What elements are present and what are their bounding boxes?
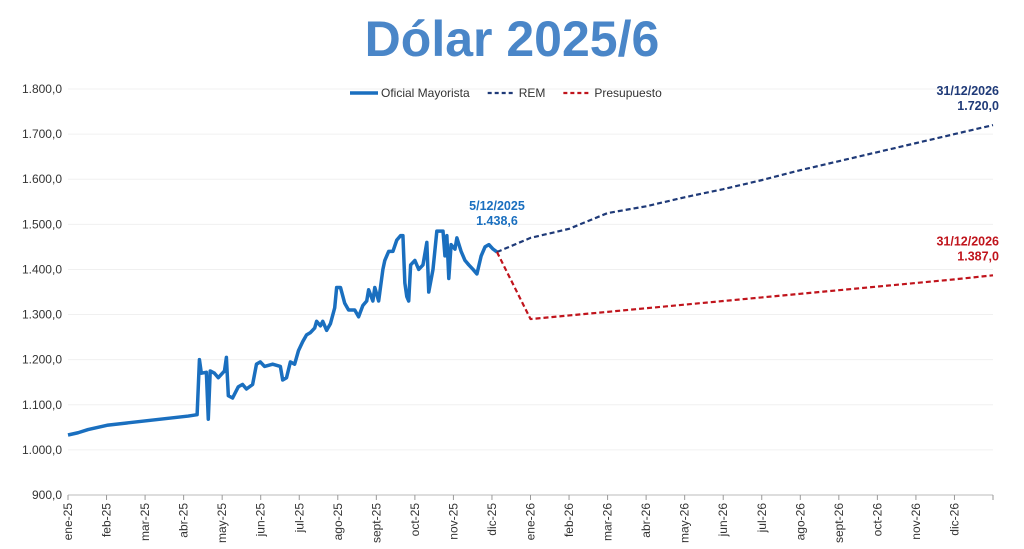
- x-tick-label: nov-25: [446, 503, 460, 540]
- x-tick-label: abr-25: [177, 503, 191, 538]
- end-label: 31/12/2026: [936, 234, 999, 248]
- x-tick-label: may-25: [215, 503, 229, 543]
- y-tick-label: 1.200,0: [22, 353, 62, 367]
- y-tick-label: 1.500,0: [22, 217, 62, 231]
- end-label: 1.720,0: [957, 99, 999, 113]
- legend-label: Presupuesto: [594, 86, 662, 100]
- x-tick-label: jul-25: [292, 503, 306, 534]
- y-tick-label: 1.800,0: [22, 82, 62, 96]
- x-tick-label: oct-26: [870, 503, 884, 537]
- series-line: [495, 251, 994, 321]
- x-tick-label: ene-26: [524, 503, 538, 541]
- x-tick-label: oct-25: [408, 503, 422, 537]
- y-tick-label: 1.300,0: [22, 308, 62, 322]
- series-line: [67, 229, 499, 437]
- legend-label: REM: [519, 86, 546, 100]
- x-tick-label: feb-26: [562, 503, 576, 537]
- x-tick-label: abr-26: [639, 503, 653, 538]
- y-tick-label: 1.400,0: [22, 262, 62, 276]
- y-tick-label: 1.000,0: [22, 443, 62, 457]
- end-label: 1.438,6: [476, 214, 518, 228]
- x-tick-label: ago-25: [331, 503, 345, 541]
- end-label: 5/12/2025: [469, 199, 525, 213]
- series-line: [496, 124, 994, 254]
- x-tick-label: sept-26: [832, 503, 846, 543]
- y-tick-label: 900,0: [32, 488, 62, 502]
- x-tick-label: mar-25: [138, 503, 152, 541]
- y-tick-label: 1.700,0: [22, 127, 62, 141]
- legend-label: Oficial Mayorista: [381, 86, 470, 100]
- x-tick-label: jun-26: [716, 503, 730, 538]
- x-tick-label: sept-25: [369, 503, 383, 543]
- x-tick-label: jun-25: [254, 503, 268, 538]
- x-tick-label: may-26: [678, 503, 692, 543]
- y-tick-label: 1.600,0: [22, 172, 62, 186]
- end-label: 1.387,0: [957, 249, 999, 263]
- y-tick-label: 1.100,0: [22, 398, 62, 412]
- x-tick-label: dic-25: [485, 503, 499, 536]
- x-tick-label: mar-26: [601, 503, 615, 541]
- x-tick-label: feb-25: [100, 503, 114, 537]
- x-tick-label: dic-26: [947, 503, 961, 536]
- x-tick-label: ago-26: [793, 503, 807, 541]
- x-tick-label: ene-25: [61, 503, 75, 541]
- end-label: 31/12/2026: [936, 84, 999, 98]
- x-tick-label: nov-26: [909, 503, 923, 540]
- chart-title: Dólar 2025/6: [365, 11, 660, 67]
- x-tick-label: jul-26: [755, 503, 769, 534]
